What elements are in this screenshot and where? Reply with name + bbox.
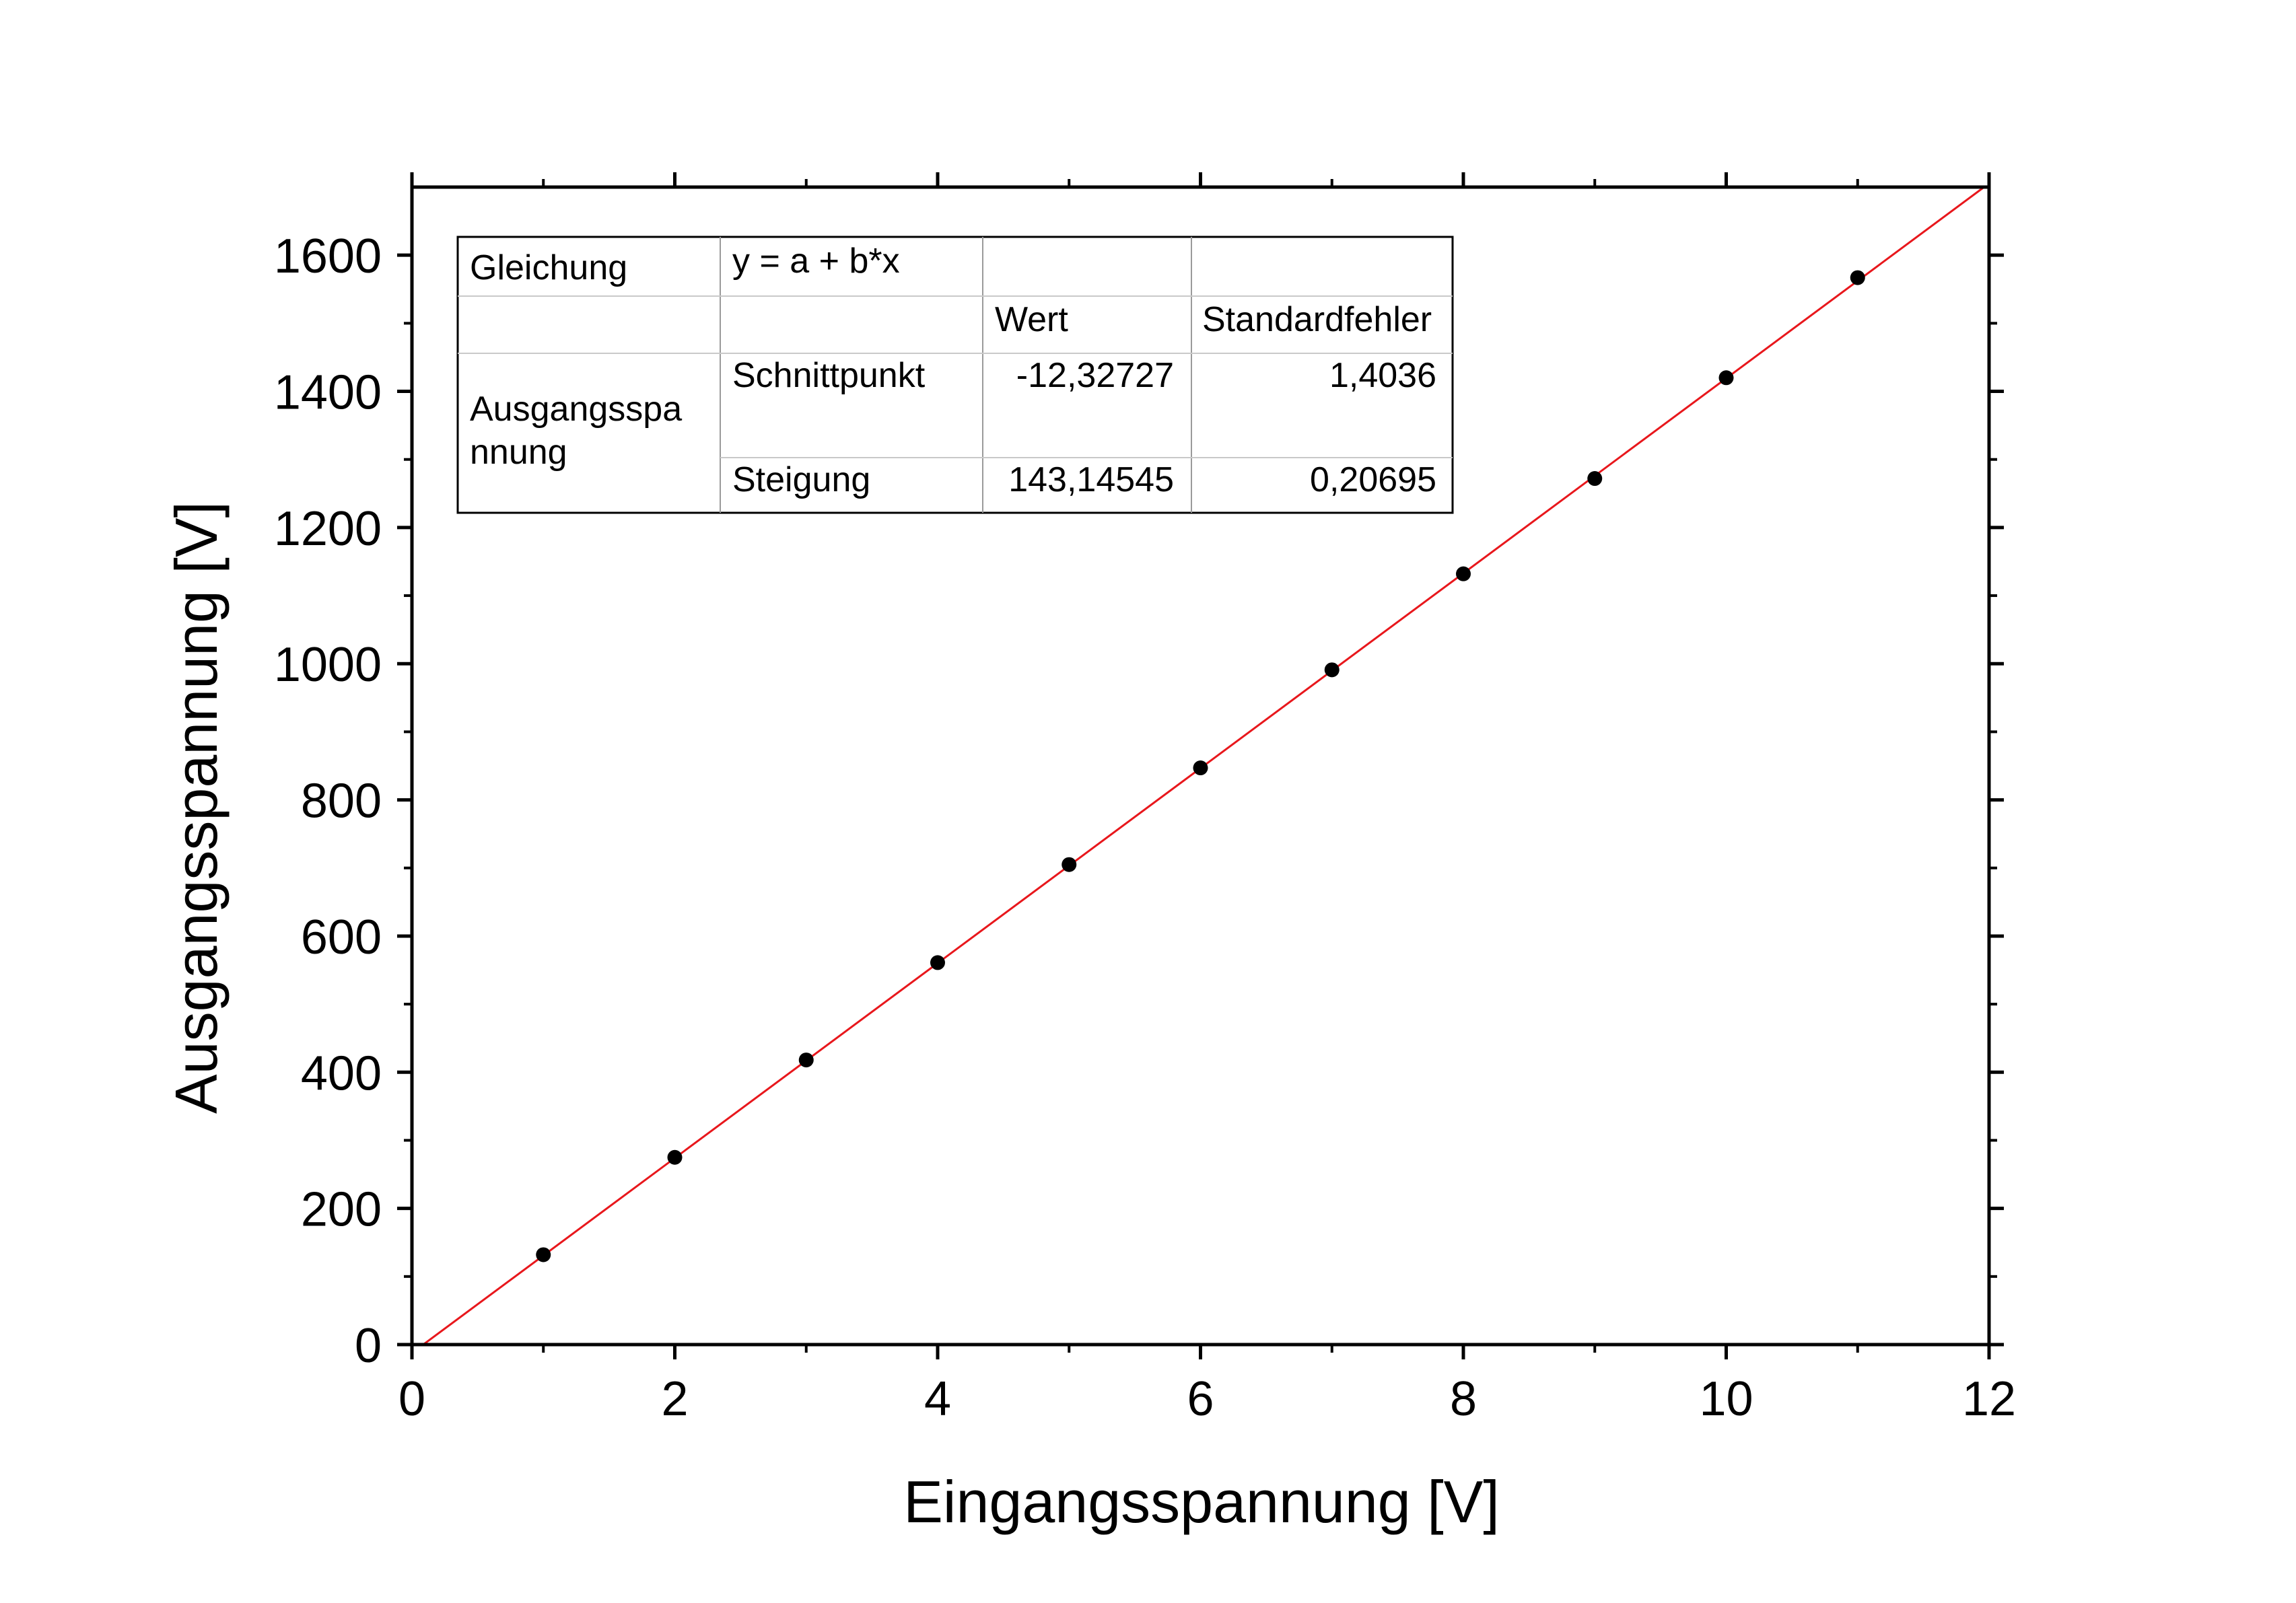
- y-tick-label: 1600: [274, 229, 382, 283]
- y-axis-title: Ausgangsspannung [V]: [163, 501, 230, 1114]
- data-point: [1062, 857, 1077, 872]
- x-tick-label: 8: [1450, 1372, 1477, 1426]
- fit-table-cell: -12,32727: [1016, 356, 1174, 395]
- x-tick-label: 2: [661, 1372, 688, 1426]
- data-point: [1718, 370, 1734, 386]
- fit-table-cell: Standardfehler: [1202, 300, 1432, 339]
- data-point: [1324, 662, 1340, 678]
- data-point: [536, 1247, 551, 1262]
- y-tick-label: 400: [301, 1046, 382, 1100]
- fit-table-cell: Ausgangsspa nnung: [470, 390, 682, 472]
- data-point: [1456, 566, 1471, 581]
- fit-table-cell: Schnittpunkt: [732, 356, 926, 395]
- data-point: [1850, 270, 1865, 285]
- y-tick-label: 0: [355, 1319, 382, 1373]
- y-tick-label: 200: [301, 1183, 382, 1237]
- data-point: [1587, 471, 1603, 487]
- fit-table-cell-line: Ausgangsspa: [470, 390, 682, 429]
- x-tick-label: 10: [1699, 1372, 1753, 1426]
- y-tick-label: 800: [301, 775, 382, 828]
- data-point: [667, 1149, 683, 1165]
- fit-table-cell: y = a + b*x: [732, 242, 900, 281]
- x-tick-label: 12: [1962, 1372, 2016, 1426]
- fit-results-table: Gleichung y = a + b*x Wert Standardfehle…: [456, 236, 1454, 514]
- fit-table-cell: Steigung: [732, 460, 870, 499]
- data-point: [798, 1053, 814, 1068]
- data-point: [930, 955, 945, 970]
- y-tick-label: 1400: [274, 366, 382, 420]
- fit-table-cell-line: nnung: [470, 433, 567, 472]
- fit-table-cell: 1,4036: [1329, 356, 1436, 395]
- x-tick-label: 6: [1187, 1372, 1214, 1426]
- fit-table-cell: Wert: [995, 300, 1068, 339]
- fit-table-frame: [456, 236, 1454, 514]
- y-tick-label: 600: [301, 911, 382, 964]
- x-tick-label: 4: [924, 1372, 951, 1426]
- x-axis-title: Eingangsspannung [V]: [903, 1468, 1500, 1535]
- fit-table-cell: Gleichung: [470, 248, 627, 287]
- fit-table-cell: 143,14545: [1008, 460, 1174, 499]
- y-tick-label: 1000: [274, 638, 382, 692]
- fit-table-cell: 0,20695: [1310, 460, 1436, 499]
- x-tick-label: 0: [398, 1372, 425, 1426]
- data-point: [1193, 760, 1208, 776]
- y-tick-label: 1200: [274, 502, 382, 556]
